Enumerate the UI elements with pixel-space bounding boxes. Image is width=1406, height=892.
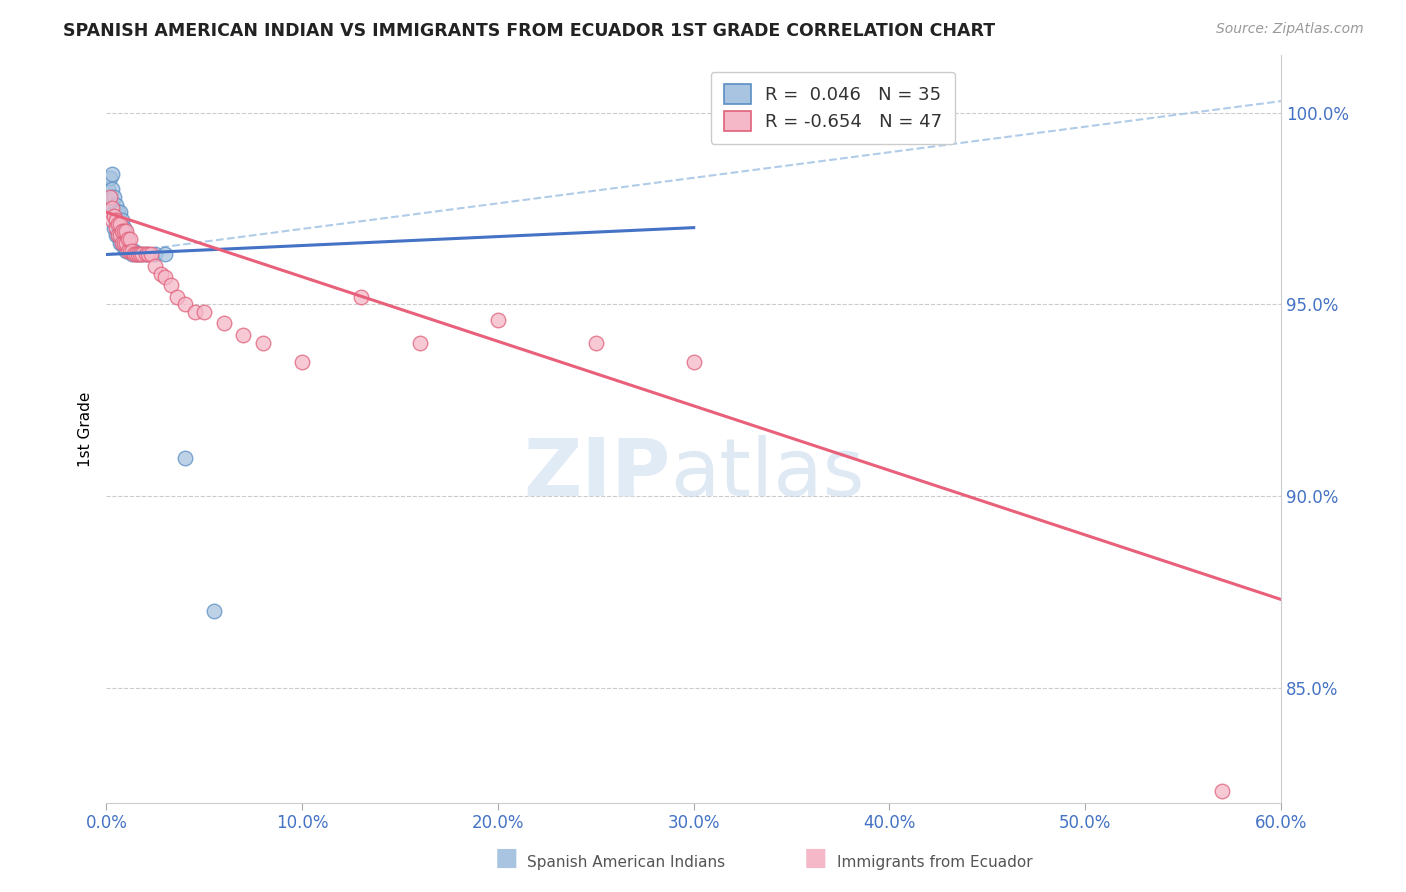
Point xyxy=(112,224,135,238)
Text: Source: ZipAtlas.com: Source: ZipAtlas.com xyxy=(1216,22,1364,37)
Point xyxy=(145,247,167,261)
Point xyxy=(105,220,128,235)
Text: ■: ■ xyxy=(804,846,827,870)
Point xyxy=(131,247,153,261)
Point xyxy=(115,235,138,250)
Point xyxy=(107,217,129,231)
Point xyxy=(108,217,131,231)
Point xyxy=(122,247,145,261)
Point xyxy=(115,224,138,238)
Point xyxy=(117,240,139,254)
Point xyxy=(145,259,167,273)
Point xyxy=(112,220,135,235)
Legend: R =  0.046   N = 35, R = -0.654   N = 47: R = 0.046 N = 35, R = -0.654 N = 47 xyxy=(711,71,955,144)
Point xyxy=(173,297,195,311)
Point xyxy=(112,235,135,250)
Point xyxy=(115,228,138,243)
Point xyxy=(160,278,183,293)
Point xyxy=(212,317,235,331)
Text: ZIP: ZIP xyxy=(523,434,671,513)
Point xyxy=(125,247,148,261)
Point xyxy=(108,235,131,250)
Point xyxy=(101,213,124,227)
Point xyxy=(105,213,128,227)
Point xyxy=(166,290,188,304)
Point xyxy=(153,247,176,261)
Point xyxy=(111,235,134,250)
Point xyxy=(107,205,129,219)
Point xyxy=(118,232,141,246)
Point xyxy=(202,604,225,618)
Point xyxy=(103,220,125,235)
Point xyxy=(141,247,163,261)
Point xyxy=(136,247,159,261)
Point xyxy=(103,190,125,204)
Point xyxy=(107,228,129,243)
Point xyxy=(486,312,509,326)
Point xyxy=(125,247,148,261)
Point xyxy=(118,244,141,258)
Point xyxy=(122,244,145,258)
Text: Immigrants from Ecuador: Immigrants from Ecuador xyxy=(837,855,1032,870)
Point xyxy=(103,209,125,223)
Point xyxy=(408,335,430,350)
Point xyxy=(127,247,149,261)
Point xyxy=(350,290,373,304)
Point xyxy=(115,244,138,258)
Text: SPANISH AMERICAN INDIAN VS IMMIGRANTS FROM ECUADOR 1ST GRADE CORRELATION CHART: SPANISH AMERICAN INDIAN VS IMMIGRANTS FR… xyxy=(63,22,995,40)
Point xyxy=(128,247,150,261)
Point xyxy=(121,244,143,258)
Point xyxy=(100,170,122,185)
Point xyxy=(682,355,704,369)
Point xyxy=(107,228,129,243)
Point xyxy=(97,182,120,196)
Point xyxy=(135,247,157,261)
Point xyxy=(121,247,143,261)
Point xyxy=(117,244,139,258)
Point xyxy=(105,197,128,211)
Point xyxy=(108,205,131,219)
Point xyxy=(193,305,215,319)
Point xyxy=(100,190,122,204)
Point xyxy=(105,228,128,243)
Point xyxy=(585,335,607,350)
Point xyxy=(108,220,131,235)
Point xyxy=(153,270,176,285)
Point xyxy=(183,305,205,319)
Point xyxy=(1211,784,1233,798)
Point xyxy=(117,232,139,246)
Point xyxy=(111,235,134,250)
Point xyxy=(173,450,195,465)
Text: atlas: atlas xyxy=(671,434,865,513)
Point xyxy=(101,197,124,211)
Point xyxy=(111,213,134,227)
Point xyxy=(131,247,153,261)
Point xyxy=(105,213,128,227)
Point xyxy=(135,247,157,261)
Point xyxy=(101,182,124,196)
Point xyxy=(108,228,131,243)
Text: Spanish American Indians: Spanish American Indians xyxy=(527,855,725,870)
Point xyxy=(101,167,124,181)
Point xyxy=(118,244,141,258)
Point xyxy=(291,355,314,369)
Point xyxy=(232,328,254,343)
Point xyxy=(101,202,124,216)
Point xyxy=(103,205,125,219)
Point xyxy=(100,190,122,204)
Point xyxy=(111,224,134,238)
Point xyxy=(127,247,149,261)
Point xyxy=(112,240,135,254)
Text: ■: ■ xyxy=(495,846,517,870)
Y-axis label: 1st Grade: 1st Grade xyxy=(79,392,93,467)
Point xyxy=(150,267,173,281)
Point xyxy=(252,335,274,350)
